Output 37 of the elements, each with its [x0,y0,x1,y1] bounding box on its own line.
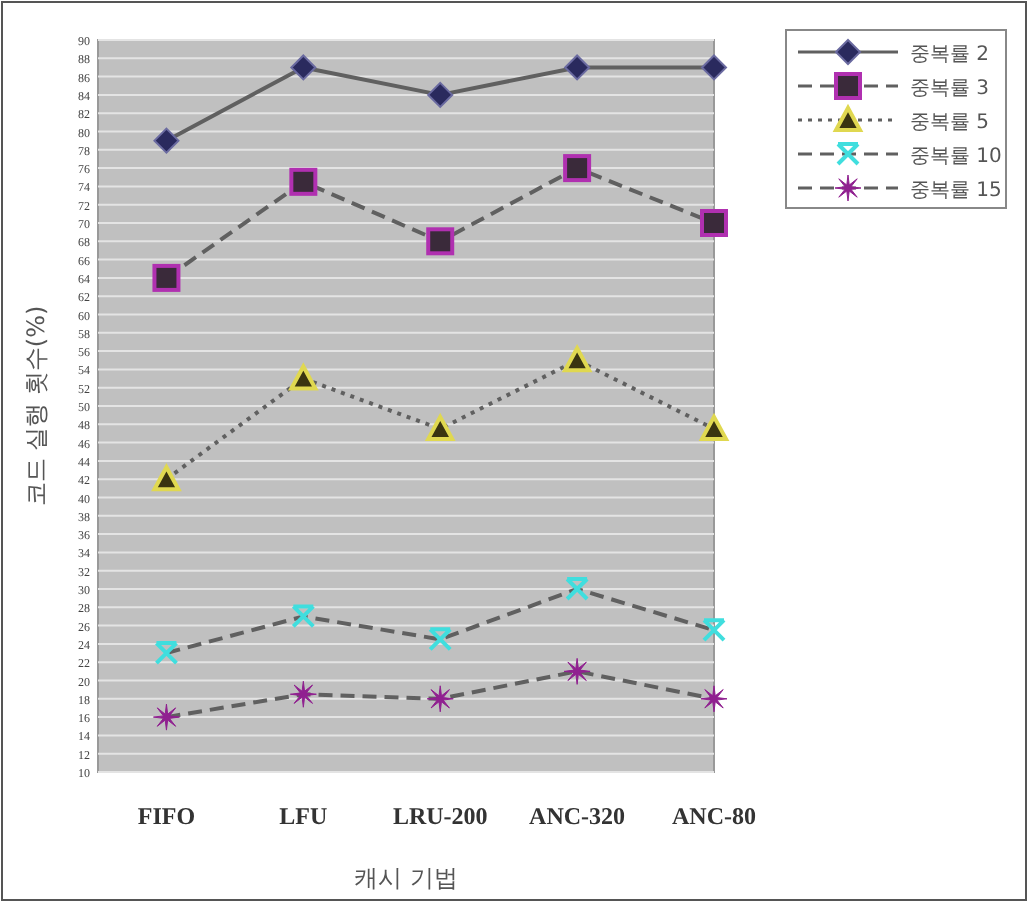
x-tick-label: FIFO [137,802,196,830]
point [290,54,317,81]
point [153,127,180,154]
point [565,577,590,601]
x-tick-label: LRU-200 [392,802,488,830]
point [291,604,316,629]
point [563,346,592,373]
point [152,263,181,292]
point [700,209,728,237]
y-axis-title: 코드 실행 횟수(%) [22,305,50,507]
x-axis-title: 캐시 기법 [354,864,458,892]
legend-label: 중복률 5 [910,112,990,134]
point [154,641,179,666]
x-tick-label: LFU [279,802,328,830]
point [563,657,591,685]
point [700,685,728,713]
point [426,685,454,713]
point [426,227,455,256]
point [564,54,591,81]
point [289,364,318,391]
legend-label: 중복률 3 [910,78,990,100]
point [426,414,455,441]
x-tick-label: ANC-320 [529,802,626,830]
point [702,618,726,643]
point [700,414,728,441]
legend-label: 중복률 10 [910,146,1002,168]
point [152,465,181,492]
legend-label: 중복률 2 [910,44,990,66]
point [289,167,318,196]
legend-label: 중복률 15 [910,180,1002,202]
x-tick-label: ANC-80 [672,802,756,830]
point [289,680,317,708]
point [152,703,180,731]
point [563,154,592,183]
point [428,627,453,652]
point [427,81,454,108]
point [701,54,727,81]
